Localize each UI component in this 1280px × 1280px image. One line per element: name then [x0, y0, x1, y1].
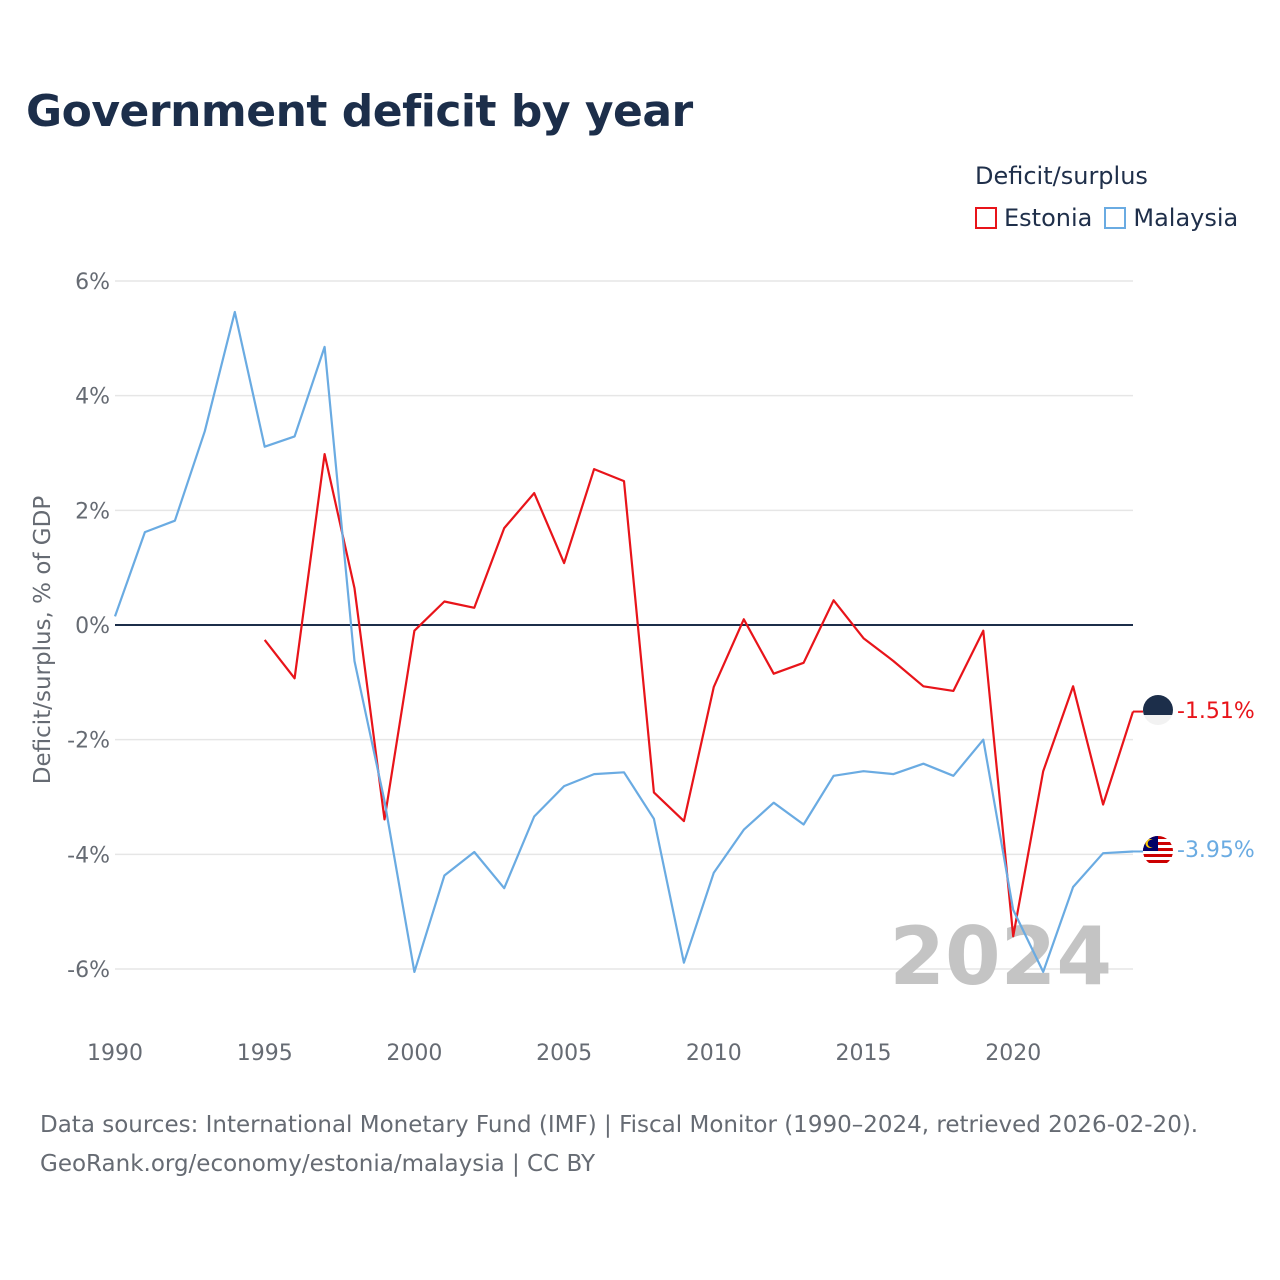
y-tick-label: 0%	[75, 614, 110, 639]
end-label-malaysia: -3.95%	[1177, 838, 1255, 863]
legend-swatch-malaysia	[1104, 207, 1127, 229]
malaysia-flag-icon	[1143, 836, 1173, 866]
x-axis-ticks: 1990 1995 2000 2005 2010 2015 2020	[87, 1041, 1041, 1066]
y-tick-label: -2%	[67, 729, 110, 754]
y-tick-label: -4%	[67, 843, 110, 868]
estonia-flag-icon	[1143, 695, 1173, 725]
chart-title: Government deficit by year	[26, 86, 693, 137]
legend-label-malaysia: Malaysia	[1133, 204, 1239, 232]
footer: Data sources: International Monetary Fun…	[40, 1106, 1198, 1184]
series-lines	[113, 310, 1143, 974]
attribution-link[interactable]: GeoRank.org/economy/estonia/malaysia | C…	[40, 1151, 596, 1177]
y-tick-label: 2%	[75, 499, 110, 524]
legend-item-malaysia[interactable]: Malaysia	[1104, 204, 1238, 232]
series-line-estonia[interactable]	[263, 453, 1135, 938]
year-watermark: 2024	[889, 910, 1112, 1003]
y-tick-label: 6%	[75, 270, 110, 295]
line-chart: 6% 4% 2% 0% -2% -4% -6% 1990 1995 2000 2005 2010 20…	[30, 270, 1255, 1066]
x-tick-label: 2015	[836, 1041, 892, 1066]
x-tick-label: 2020	[985, 1041, 1041, 1066]
x-tick-label: 1990	[87, 1041, 143, 1066]
gridlines	[115, 280, 1133, 970]
y-tick-label: 4%	[75, 385, 110, 410]
x-tick-label: 1995	[237, 1041, 293, 1066]
series-line-malaysia[interactable]	[113, 310, 1134, 974]
x-tick-label: 2000	[386, 1041, 442, 1066]
data-source-note: Data sources: International Monetary Fun…	[40, 1112, 1199, 1138]
x-tick-label: 2005	[536, 1041, 592, 1066]
legend: Estonia Malaysia	[975, 204, 1250, 232]
legend-label-estonia: Estonia	[1004, 204, 1093, 232]
y-axis-label: Deficit/surplus, % of GDP	[30, 496, 56, 785]
legend-item-estonia[interactable]: Estonia	[975, 204, 1092, 232]
end-label-estonia: -1.51%	[1177, 699, 1255, 724]
y-axis-ticks: 6% 4% 2% 0% -2% -4% -6%	[67, 270, 110, 983]
legend-swatch-estonia	[975, 207, 997, 229]
legend-title: Deficit/surplus	[975, 162, 1148, 190]
x-tick-label: 2010	[686, 1041, 742, 1066]
y-tick-label: -6%	[67, 958, 110, 983]
